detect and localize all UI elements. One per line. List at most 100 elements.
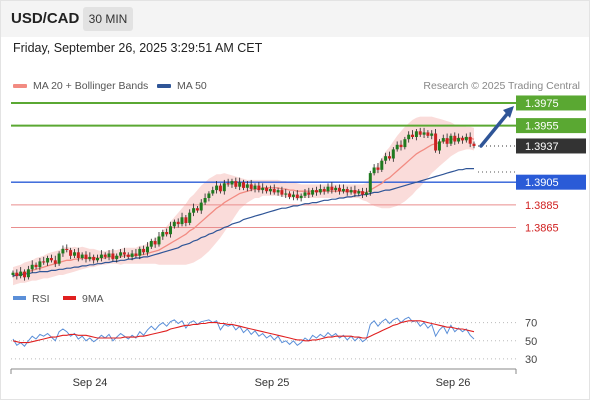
candle-body: [130, 253, 134, 257]
projection-arrow-head: [503, 105, 514, 118]
candle-body: [73, 252, 76, 256]
candle-body: [188, 212, 192, 223]
candle-body: [349, 190, 353, 193]
header-bar: USD/CAD 30 MIN: [0, 0, 590, 37]
candle-body: [172, 221, 176, 227]
candle-body: [437, 141, 441, 151]
candle-body: [184, 217, 188, 223]
candle-body: [414, 131, 418, 137]
candle-body: [364, 192, 368, 195]
candle-body: [215, 185, 219, 191]
rsi-ma-legend-swatch: [63, 296, 76, 300]
level-tag-1-3937: [516, 138, 586, 154]
ma20-swatch: [13, 84, 27, 89]
instrument-title: USD/CAD: [11, 10, 80, 27]
candle-body: [203, 198, 207, 203]
candle-body: [61, 248, 65, 254]
level-label-1-3865: 1.3865: [525, 222, 559, 234]
candle-body: [30, 264, 34, 270]
candle-body: [380, 160, 384, 170]
candle-body: [207, 193, 211, 198]
research-credit: Research © 2025 Trading Central: [423, 80, 580, 92]
candle-body: [149, 241, 153, 247]
candle-body: [107, 253, 111, 257]
candle-body: [222, 183, 226, 192]
candle-body: [38, 261, 42, 268]
rsi-tick-label: 70: [525, 318, 537, 330]
candle-body: [138, 248, 142, 256]
candle-body: [253, 185, 257, 189]
candle-body: [176, 221, 180, 225]
candle-body: [199, 202, 203, 211]
candle-body: [318, 189, 322, 193]
legend-ma20: MA 20 + Bollinger Bands: [13, 80, 148, 92]
level-tag-1-3955: [516, 118, 586, 134]
candle-body: [122, 252, 126, 255]
rsi-ma-legend-label: 9MA: [82, 293, 104, 305]
candle-body: [57, 253, 61, 264]
candle-body: [307, 192, 311, 195]
candle-body: [472, 143, 476, 146]
projection-arrow-shaft: [479, 111, 510, 148]
candle-body: [142, 248, 146, 253]
candle-body: [441, 138, 445, 142]
candle-body: [34, 264, 38, 268]
candle-body: [288, 193, 292, 197]
level-label-1-3955: 1.3955: [525, 121, 559, 133]
candle-body: [165, 232, 169, 235]
level-label-1-3937: 1.3937: [525, 141, 559, 153]
candle-body: [353, 190, 357, 194]
candle-body: [265, 187, 269, 192]
candle-body: [126, 254, 130, 257]
ma50-line: [12, 168, 474, 277]
ma50-label: MA 50: [177, 80, 207, 92]
x-tick-label: Sep 25: [255, 377, 290, 389]
candle-body: [46, 258, 50, 263]
candle-body: [99, 254, 103, 258]
candle-body: [357, 191, 361, 194]
timestamp: Friday, September 26, 2025 3:29:51 AM CE…: [13, 41, 263, 55]
candle-body: [111, 253, 115, 260]
candle-body: [457, 138, 461, 142]
candle-body: [84, 254, 88, 260]
candle-body: [391, 149, 395, 159]
candle-body: [261, 187, 265, 191]
candle-body: [169, 226, 172, 235]
candle-body: [418, 131, 422, 135]
candle-body: [230, 181, 234, 185]
candle-body: [345, 189, 349, 193]
rsi-line: [12, 316, 475, 347]
candle-body: [276, 190, 280, 193]
candle-body: [153, 241, 157, 245]
candle-body: [407, 134, 411, 140]
candle-body: [338, 187, 341, 192]
candle-body: [103, 254, 107, 257]
candle-body: [211, 190, 215, 194]
candle-body: [280, 190, 284, 195]
rsi-tick-label: 50: [525, 336, 537, 348]
rsi-legend-label: RSI: [32, 293, 50, 305]
candle-body: [115, 255, 119, 260]
candle-body: [284, 193, 288, 195]
candle-body: [134, 253, 138, 256]
candle-body: [234, 181, 238, 187]
candle-body: [395, 144, 399, 150]
candle-body: [368, 173, 372, 193]
candle-body: [268, 189, 272, 192]
candle-body: [92, 256, 96, 261]
candle-body: [157, 236, 161, 245]
candle-body: [146, 246, 149, 253]
candle-body: [341, 189, 345, 192]
candle-body: [218, 185, 222, 192]
level-label-1-3975: 1.3975: [525, 98, 559, 110]
timeframe-badge[interactable]: 30 MIN: [83, 7, 133, 31]
candle-body: [88, 256, 92, 260]
candle-body: [445, 138, 449, 144]
candle-body: [69, 250, 73, 256]
candle-body: [372, 167, 376, 174]
candle-body: [19, 271, 23, 277]
candle-body: [76, 252, 80, 258]
candle-body: [430, 133, 434, 136]
candle-body: [376, 167, 380, 170]
candle-body: [295, 194, 299, 198]
